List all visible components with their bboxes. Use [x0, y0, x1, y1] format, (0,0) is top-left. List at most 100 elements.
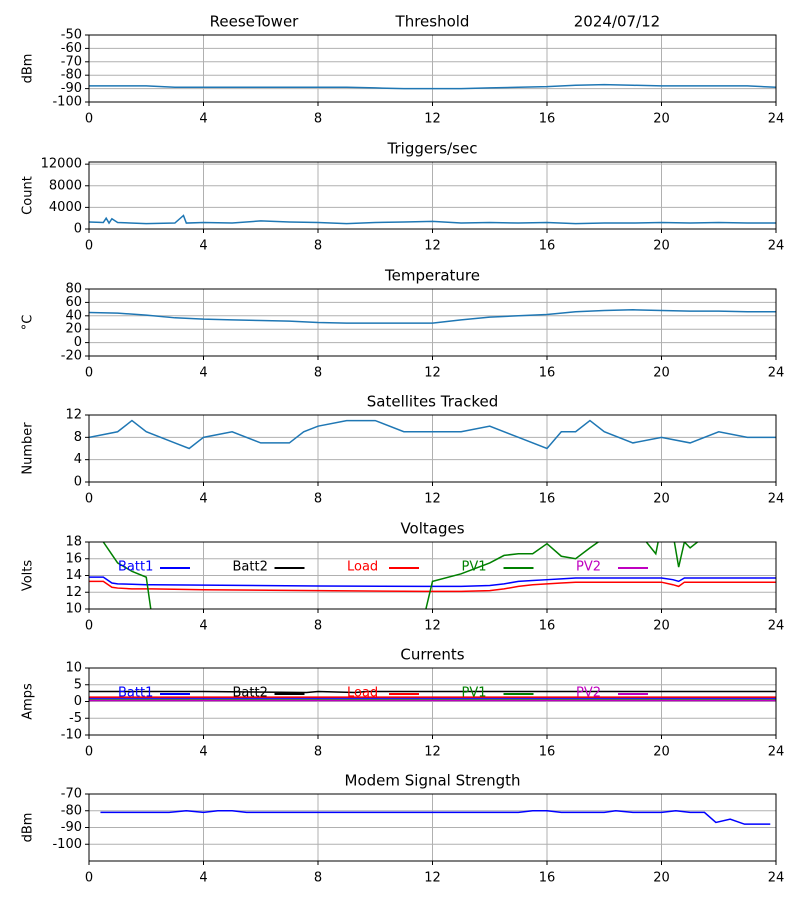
x-tick-label: 24: [768, 745, 785, 760]
x-tick-label: 8: [314, 745, 322, 760]
y-tick-label: 4: [74, 452, 82, 467]
data-line: [101, 542, 699, 609]
y-tick-label: -100: [52, 837, 82, 852]
x-tick-label: 8: [314, 366, 322, 381]
data-line: [89, 576, 776, 588]
x-tick-label: 8: [314, 112, 322, 127]
panel-title: Triggers/sec: [387, 140, 478, 158]
x-tick-label: 8: [314, 619, 322, 634]
y-tick-label: -70: [61, 54, 82, 69]
x-tick-label: 24: [768, 112, 785, 127]
y-axis-label: dBm: [21, 813, 36, 843]
y-tick-label: -100: [52, 95, 82, 110]
x-tick-label: 24: [768, 619, 785, 634]
y-tick-label: -90: [61, 820, 82, 835]
x-tick-label: 4: [199, 871, 207, 886]
y-tick-label: -70: [61, 787, 82, 802]
x-tick-label: 12: [424, 619, 441, 634]
x-tick-label: 12: [424, 745, 441, 760]
plot-area: [89, 83, 776, 90]
data-line: [89, 309, 776, 324]
legend-label: PV1: [462, 560, 487, 575]
y-axis-label: Amps: [21, 683, 36, 720]
x-tick-label: 20: [653, 492, 670, 507]
y-tick-label: -10: [61, 728, 82, 743]
axes-frame: [88, 161, 777, 230]
x-tick-label: 20: [653, 745, 670, 760]
x-tick-label: 20: [653, 619, 670, 634]
plot-area: [89, 542, 776, 609]
plot-area: [89, 309, 776, 324]
y-tick-label: 10: [65, 661, 82, 676]
legend-label: Load: [347, 686, 378, 701]
axes-frame: [88, 288, 777, 357]
panel-title: Threshold: [395, 13, 470, 31]
x-tick-label: 24: [768, 366, 785, 381]
y-tick-label: 16: [65, 551, 82, 566]
y-tick-label: 60: [65, 295, 82, 310]
legend-label: Batt2: [233, 560, 268, 575]
plot-area: [89, 419, 776, 450]
plot-area: [100, 809, 771, 825]
y-tick-label: 8000: [49, 178, 82, 193]
x-tick-label: 12: [424, 239, 441, 254]
y-tick-label: 40: [65, 308, 82, 323]
data-line: [89, 580, 776, 593]
x-tick-label: 24: [768, 492, 785, 507]
x-tick-label: 0: [85, 619, 93, 634]
x-tick-label: 12: [424, 112, 441, 127]
y-tick-label: -5: [69, 711, 82, 726]
y-tick-label: -90: [61, 81, 82, 96]
plot-area: [89, 690, 776, 702]
legend-label: Batt1: [118, 560, 153, 575]
y-axis-label: Count: [21, 176, 36, 215]
y-tick-label: -80: [61, 68, 82, 83]
y-axis-label: °C: [21, 315, 36, 331]
y-tick-label: 20: [65, 322, 82, 337]
axes-frame: [88, 414, 777, 483]
y-tick-label: -60: [61, 41, 82, 56]
y-tick-label: 5: [74, 677, 82, 692]
x-tick-label: 16: [539, 745, 556, 760]
y-tick-label: 0: [74, 222, 82, 237]
y-tick-label: -80: [61, 803, 82, 818]
y-axis-label: Volts: [21, 560, 36, 592]
y-tick-label: -50: [61, 28, 82, 43]
x-tick-label: 8: [314, 492, 322, 507]
panel-title: Currents: [400, 646, 464, 664]
x-tick-label: 0: [85, 871, 93, 886]
y-axis-label: Number: [21, 422, 36, 475]
x-tick-label: 12: [424, 871, 441, 886]
y-tick-label: 0: [74, 694, 82, 709]
x-tick-label: 0: [85, 112, 93, 127]
y-tick-label: 8: [74, 430, 82, 445]
data-line: [89, 83, 776, 90]
data-line: [100, 809, 771, 825]
legend-label: Batt2: [233, 686, 268, 701]
legend-label: PV1: [462, 686, 487, 701]
data-line: [89, 214, 776, 225]
x-tick-label: 12: [424, 492, 441, 507]
x-tick-label: 0: [85, 745, 93, 760]
panel-title: Voltages: [400, 520, 464, 538]
x-tick-label: 24: [768, 239, 785, 254]
x-tick-label: 0: [85, 492, 93, 507]
x-tick-label: 4: [199, 745, 207, 760]
panel-title: Temperature: [384, 267, 480, 285]
plot-area: [89, 214, 776, 225]
legend-label: Batt1: [118, 686, 153, 701]
station-name: ReeseTower: [210, 13, 300, 31]
x-tick-label: 4: [199, 492, 207, 507]
x-tick-label: 24: [768, 871, 785, 886]
x-tick-label: 16: [539, 871, 556, 886]
data-line: [89, 690, 776, 694]
axes-frame: [88, 667, 777, 736]
y-tick-label: 12: [65, 408, 82, 423]
x-tick-label: 16: [539, 619, 556, 634]
x-tick-label: 16: [539, 239, 556, 254]
y-tick-label: 10: [65, 602, 82, 617]
x-tick-label: 20: [653, 239, 670, 254]
y-tick-label: 12: [65, 585, 82, 600]
